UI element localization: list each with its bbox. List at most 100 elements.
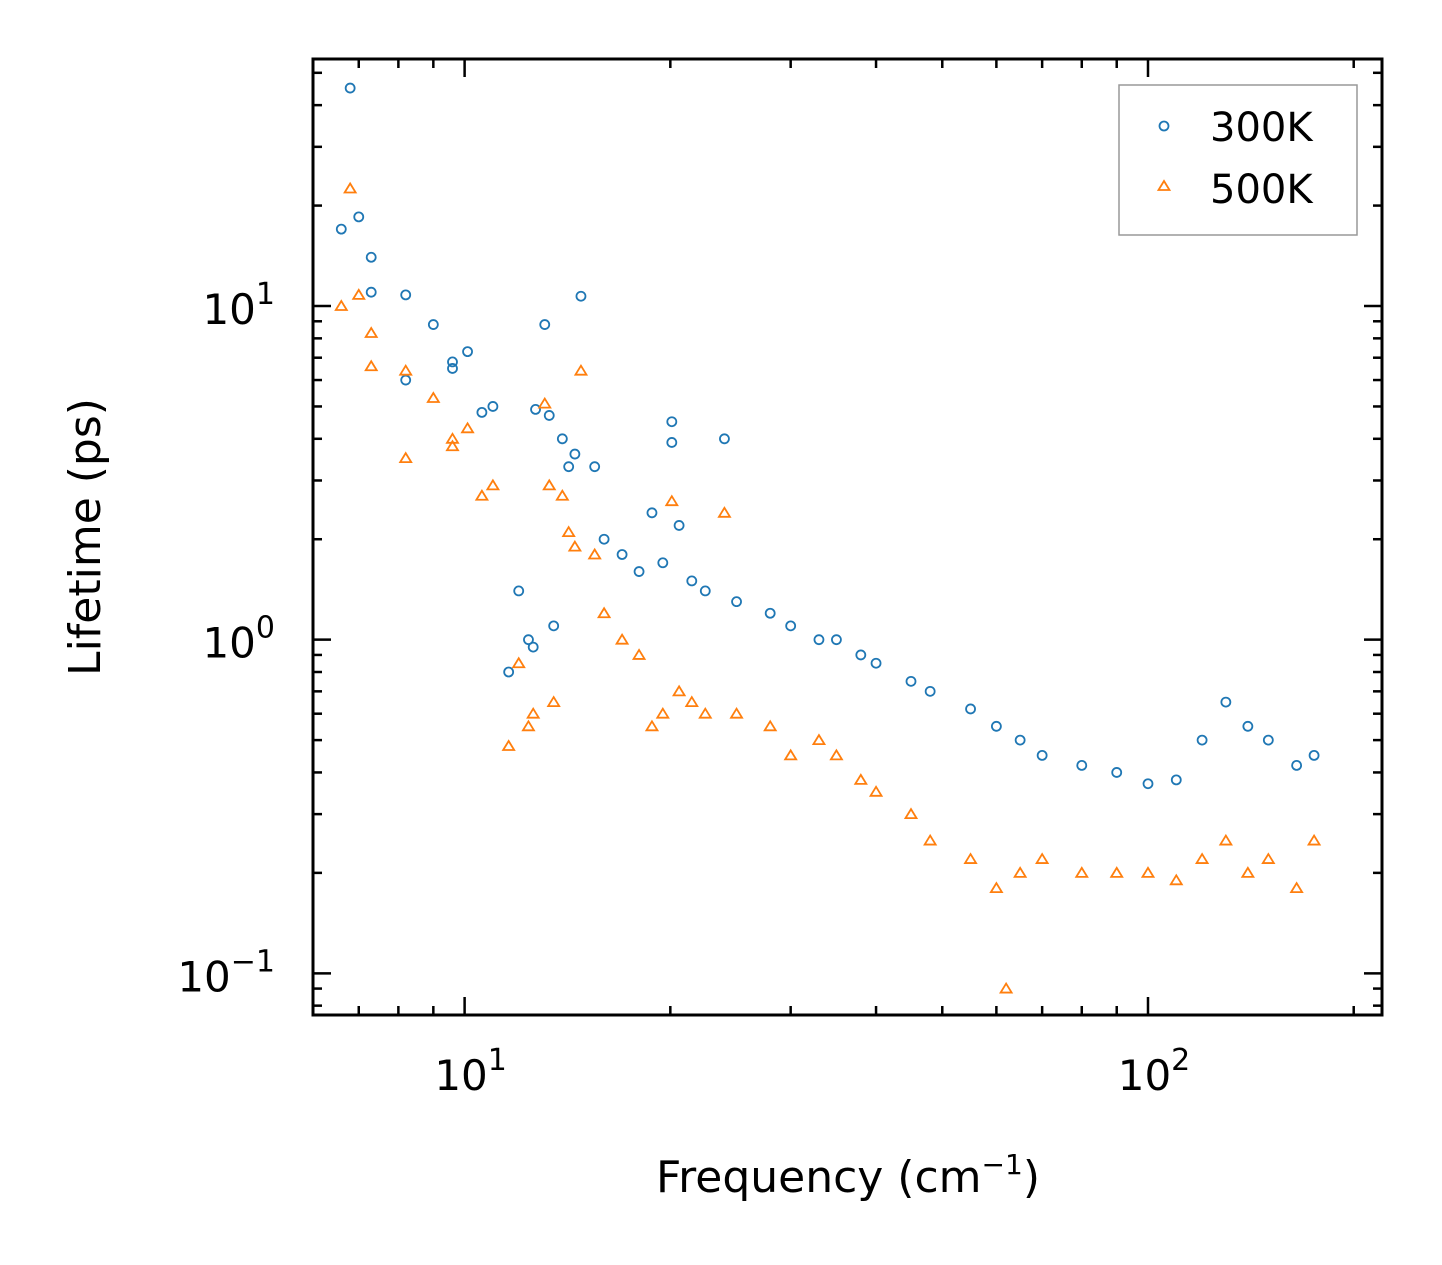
point-500k	[684, 695, 699, 707]
point-300k	[487, 401, 499, 412]
y-axis-title: Lifetime (ps)	[60, 398, 111, 676]
point-300k	[589, 461, 601, 473]
point-500k	[989, 881, 1004, 894]
point-300k	[365, 251, 377, 263]
point-500k	[1109, 866, 1124, 878]
x-axis-title: Frequency (cm−1)	[656, 1148, 1040, 1203]
point-500k	[567, 539, 582, 552]
x-axis-title-exponent: −1	[982, 1148, 1023, 1181]
y-tick-label: 10−1	[177, 944, 275, 1001]
point-500k	[811, 733, 827, 746]
y-tick-label-exponent: −1	[231, 944, 275, 979]
point-300k	[1262, 734, 1274, 746]
point-500k	[655, 706, 670, 719]
point-300k	[335, 223, 347, 235]
point-300k	[1308, 749, 1320, 761]
point-500k	[1035, 852, 1050, 864]
y-tick-label-base: 10	[202, 285, 255, 334]
point-500k	[829, 748, 844, 761]
point-300k	[965, 703, 976, 715]
point-500k	[398, 363, 413, 376]
point-300k	[616, 549, 628, 560]
point-300k	[813, 634, 825, 646]
point-300k	[1291, 759, 1303, 771]
point-500k	[351, 288, 366, 300]
point-500k	[343, 181, 358, 194]
y-tick-label: 100	[202, 611, 275, 668]
point-500k	[398, 451, 413, 464]
point-300k	[855, 649, 867, 661]
point-500k	[868, 785, 884, 797]
point-300k	[731, 596, 742, 608]
point-500k	[614, 632, 630, 645]
point-300k	[503, 666, 515, 678]
point-300k	[633, 566, 645, 577]
point-500k	[1194, 852, 1210, 864]
point-300k	[353, 211, 365, 223]
point-500k	[923, 833, 938, 846]
point-300k	[365, 286, 377, 298]
point-300k	[1014, 734, 1026, 746]
point-500k	[1261, 852, 1276, 864]
point-500k	[903, 807, 919, 820]
point-300k	[1142, 778, 1154, 790]
point-500k	[511, 656, 526, 669]
point-300k	[563, 461, 575, 473]
point-500k	[853, 773, 868, 785]
point-500k	[1306, 833, 1322, 846]
point-500k	[460, 421, 475, 434]
point-300k	[686, 575, 698, 587]
point-300k	[569, 448, 581, 460]
point-300k	[924, 685, 936, 697]
point-500k	[631, 648, 647, 660]
point-300k	[447, 363, 458, 374]
x-tick-label-exponent: 1	[488, 1043, 507, 1078]
point-300k	[990, 720, 1002, 732]
point-300k	[1196, 734, 1208, 746]
point-500k	[963, 852, 978, 864]
x-tick-label-base: 10	[434, 1051, 487, 1100]
point-300k	[598, 533, 610, 545]
point-500k	[999, 981, 1014, 994]
point-300k	[548, 620, 560, 632]
point-500k	[485, 478, 501, 491]
point-300k	[513, 585, 525, 597]
point-300k	[523, 634, 534, 646]
point-300k	[530, 403, 541, 415]
point-300k	[673, 520, 685, 531]
point-500k	[587, 547, 602, 560]
point-300k	[666, 437, 678, 448]
point-500k	[334, 299, 349, 311]
point-500k	[671, 684, 687, 697]
point-300k	[400, 289, 412, 301]
legend-label-300k: 300K	[1210, 105, 1314, 151]
point-500k	[521, 719, 536, 732]
y-tick-label-exponent: 1	[256, 277, 275, 312]
point-500k	[664, 494, 679, 507]
point-300k	[427, 319, 439, 330]
point-500k	[501, 739, 516, 751]
point-300k	[476, 406, 488, 418]
point-500k	[729, 706, 744, 719]
point-500k	[526, 706, 541, 719]
x-axis-title-end: )	[1023, 1152, 1040, 1203]
x-tick-label-base: 10	[1118, 1051, 1171, 1100]
point-300k	[539, 319, 551, 330]
point-300k	[1170, 774, 1182, 786]
point-300k	[344, 82, 356, 94]
data-markers	[334, 82, 1322, 994]
point-500k	[1074, 866, 1089, 878]
point-300k	[1036, 749, 1048, 761]
point-300k	[1111, 767, 1123, 778]
point-300k	[556, 433, 568, 445]
x-tick-label: 101	[434, 1043, 507, 1100]
legend-marker-300k	[1158, 120, 1170, 132]
point-300k	[543, 410, 555, 421]
point-500k	[546, 695, 561, 707]
point-500k	[364, 359, 379, 372]
point-300k	[831, 634, 842, 646]
y-tick-label-base: 10	[202, 619, 255, 668]
point-500k	[1169, 873, 1184, 886]
